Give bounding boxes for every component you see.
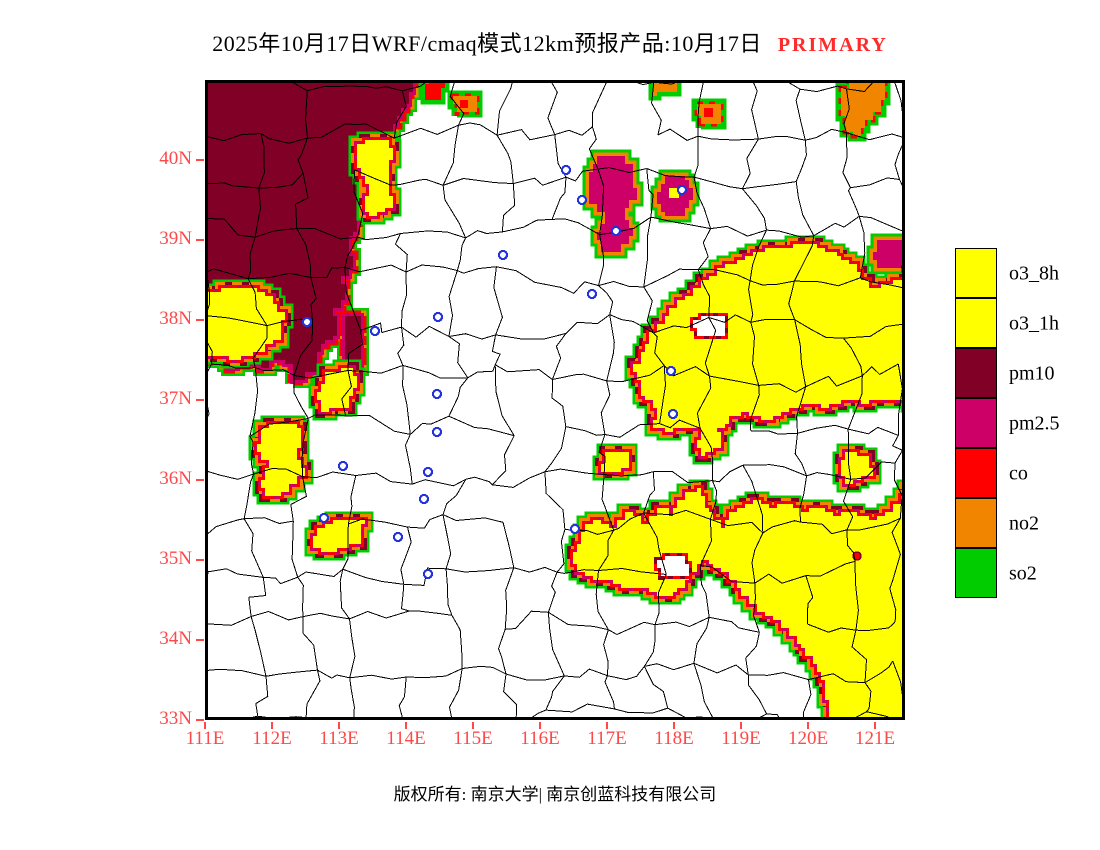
legend-swatch-co xyxy=(955,448,997,498)
city-marker xyxy=(431,426,443,438)
city-marker xyxy=(569,523,581,535)
legend-swatch-o3-8h xyxy=(955,248,997,298)
lat-tick-label: 35N xyxy=(159,548,192,569)
lon-tick-mark xyxy=(673,722,675,729)
forecast-map xyxy=(205,80,905,720)
lon-tick-mark xyxy=(606,722,608,729)
city-marker xyxy=(369,325,381,337)
lon-tick-label: 117E xyxy=(587,728,627,749)
city-marker xyxy=(418,493,430,505)
lon-tick-label: 119E xyxy=(721,728,761,749)
lon-tick-label: 111E xyxy=(185,728,225,749)
lon-tick-label: 114E xyxy=(386,728,426,749)
legend-swatch-pm2-5 xyxy=(955,398,997,448)
city-marker xyxy=(497,249,509,261)
lon-tick-label: 120E xyxy=(787,728,829,749)
lat-tick-label: 34N xyxy=(159,628,192,649)
legend-label: co xyxy=(1009,462,1028,485)
legend-label: pm2.5 xyxy=(1009,412,1060,435)
lat-tick-mark xyxy=(196,639,204,641)
lon-tick-label: 118E xyxy=(654,728,694,749)
lat-tick-label: 37N xyxy=(159,388,192,409)
city-marker xyxy=(610,225,622,237)
map-frame xyxy=(205,80,905,720)
city-marker xyxy=(560,164,572,176)
lon-tick-label: 115E xyxy=(453,728,493,749)
lon-tick-label: 112E xyxy=(252,728,292,749)
lat-tick-mark xyxy=(196,319,204,321)
lat-tick-label: 40N xyxy=(159,148,192,169)
city-marker xyxy=(301,316,313,328)
lon-tick-mark xyxy=(204,722,206,729)
legend-swatch-no2 xyxy=(955,498,997,548)
city-marker xyxy=(422,466,434,478)
city-marker xyxy=(422,568,434,580)
city-marker xyxy=(676,184,688,196)
legend-label: o3_1h xyxy=(1009,312,1059,335)
lon-tick-mark xyxy=(807,722,809,729)
legend-label: o3_8h xyxy=(1009,262,1059,285)
legend-swatch-o3-1h xyxy=(955,298,997,348)
city-marker xyxy=(392,531,404,543)
lon-tick-label: 113E xyxy=(319,728,359,749)
city-marker xyxy=(586,288,598,300)
city-marker xyxy=(318,512,330,524)
legend-swatch-pm10 xyxy=(955,348,997,398)
legend-label: no2 xyxy=(1009,512,1039,535)
lon-tick-mark xyxy=(539,722,541,729)
page-title: 2025年10月17日WRF/cmaq模式12km预报产品:10月17日 PRIM… xyxy=(0,26,1100,58)
title-primary-tag: PRIMARY xyxy=(777,34,888,56)
city-marker xyxy=(337,460,349,472)
lat-tick-mark xyxy=(196,239,204,241)
lat-tick-mark xyxy=(196,559,204,561)
legend-label: pm10 xyxy=(1009,362,1055,385)
lat-tick-label: 39N xyxy=(159,228,192,249)
lat-tick-mark xyxy=(196,399,204,401)
lon-tick-mark xyxy=(405,722,407,729)
city-marker xyxy=(667,408,679,420)
lon-tick-label: 121E xyxy=(854,728,896,749)
lat-tick-mark xyxy=(196,719,204,721)
lon-tick-mark xyxy=(338,722,340,729)
lat-tick-mark xyxy=(196,159,204,161)
lon-tick-label: 116E xyxy=(520,728,560,749)
lon-tick-mark xyxy=(874,722,876,729)
copyright-text: 版权所有: 南京大学| 南京创蓝科技有限公司 xyxy=(393,785,717,804)
lat-tick-label: 36N xyxy=(159,468,192,489)
lat-tick-label: 38N xyxy=(159,308,192,329)
lon-tick-mark xyxy=(271,722,273,729)
city-marker xyxy=(431,388,443,400)
legend-swatch-so2 xyxy=(955,548,997,598)
city-marker xyxy=(432,311,444,323)
legend-label: so2 xyxy=(1009,562,1037,585)
city-marker xyxy=(665,365,677,377)
city-marker xyxy=(576,194,588,206)
lon-tick-mark xyxy=(740,722,742,729)
lon-tick-mark xyxy=(472,722,474,729)
lat-tick-label: 33N xyxy=(159,708,192,729)
lat-tick-mark xyxy=(196,479,204,481)
title-text: 2025年10月17日WRF/cmaq模式12km预报产品:10月17日 xyxy=(212,31,762,56)
